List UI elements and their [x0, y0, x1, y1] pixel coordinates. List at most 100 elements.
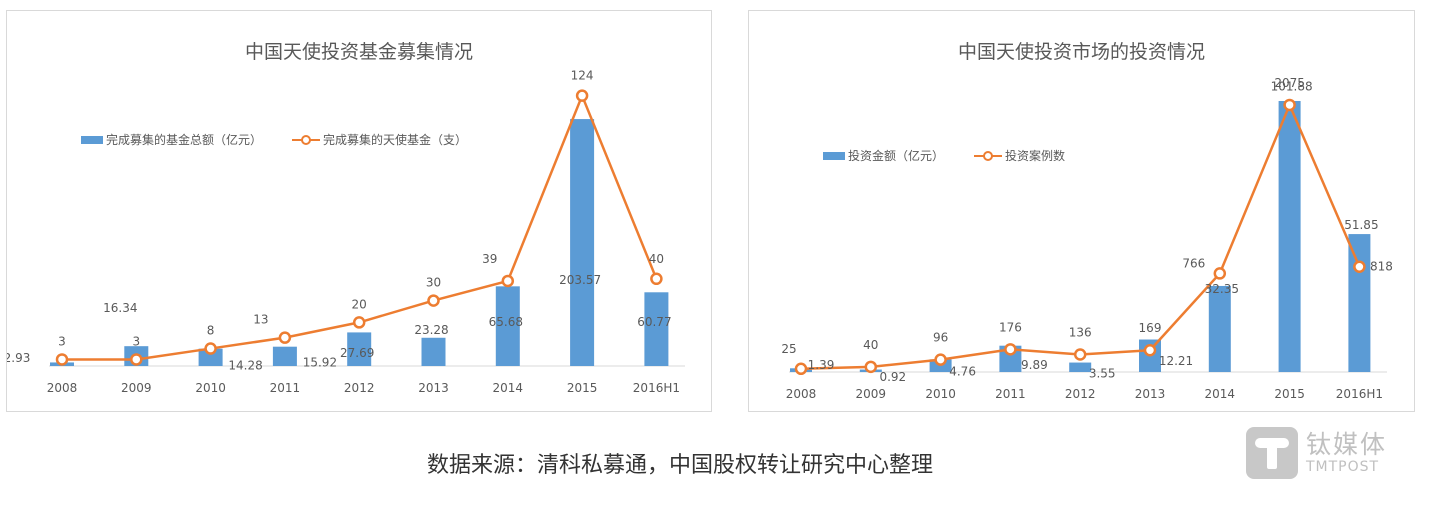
x-tick-label: 2008 — [47, 381, 78, 395]
line-marker — [934, 353, 947, 366]
line-marker — [130, 353, 143, 366]
line-data-label: 136 — [1069, 325, 1092, 339]
line-data-label: 20 — [352, 297, 367, 311]
line-marker — [864, 360, 878, 374]
legend-item-line: 完成募集的天使基金（支） — [292, 131, 467, 148]
tmtpost-logo-icon — [1246, 427, 1298, 479]
bar-data-label: 15.92 — [303, 355, 337, 369]
x-tick-label: 2015 — [567, 381, 598, 395]
bar-data-label: 203.57 — [559, 273, 601, 287]
line-marker — [794, 362, 808, 376]
line-marker — [1143, 343, 1157, 357]
line-marker-icon — [974, 150, 1003, 162]
chart-plot-area: 2008 2009 2010 2011 2012 2013 2014 2015 2016H1 25… — [781, 76, 1393, 401]
line-data-label: 25 — [781, 342, 796, 356]
legend-label: 完成募集的天使基金（支） — [323, 133, 468, 147]
bar — [1278, 100, 1301, 372]
line-data-label: 176 — [999, 320, 1022, 334]
line-marker — [352, 316, 366, 329]
chart-legend: 完成募集的基金总额（亿元） 完成募集的天使基金（支） — [81, 131, 491, 148]
bar-data-label: 32.35 — [1205, 282, 1239, 296]
line-data-label: 40 — [649, 252, 664, 266]
bar-data-label: 0.92 — [879, 370, 906, 384]
chart-title: 中国天使投资市场的投资情况 — [957, 41, 1205, 63]
bar-swatch-icon — [823, 151, 845, 160]
line-marker — [55, 353, 69, 366]
bar — [1069, 362, 1092, 372]
line-marker — [1213, 267, 1227, 280]
line-marker — [427, 294, 440, 307]
chart-legend: 投资金额（亿元） 投资案例数 — [823, 147, 1089, 164]
legend-label: 完成募集的基金总额（亿元） — [106, 133, 263, 147]
bar-data-label: 3.55 — [1089, 366, 1116, 380]
line-data-label: 169 — [1139, 321, 1162, 335]
bar-data-label: 4.76 — [949, 365, 976, 379]
bar — [347, 332, 372, 366]
bar-data-label: 2.93 — [7, 351, 30, 365]
x-tick-label: 2009 — [121, 381, 152, 395]
line-data-label: 30 — [426, 276, 441, 290]
line-data-label: 766 — [1182, 256, 1205, 270]
line-marker — [1004, 343, 1017, 356]
x-tick-label: 2011 — [270, 381, 301, 395]
line-marker — [575, 89, 589, 102]
chart-title: 中国天使投资基金募集情况 — [244, 41, 473, 63]
line-data-label: 124 — [571, 69, 594, 83]
bar-data-label: 23.28 — [414, 323, 448, 337]
bar-swatch-icon — [81, 135, 103, 144]
bar-data-label: 60.77 — [637, 315, 671, 329]
bar — [198, 348, 223, 366]
x-tick-label: 2010 — [195, 381, 226, 395]
tmtpost-logo: 钛媒体 TMTPOST — [1246, 427, 1387, 479]
line-marker — [278, 331, 292, 344]
legend-item-bar: 完成募集的基金总额（亿元） — [81, 131, 262, 148]
chart-panel-investment: 中国天使投资市场的投资情况 投资金额（亿元） 投资案例数 2008 2009 201… — [748, 10, 1415, 412]
bar-data-label: 12.21 — [1159, 354, 1193, 368]
line-marker — [501, 274, 515, 288]
bar-data-label: 1.39 — [808, 358, 835, 372]
x-tick-label: 2014 — [493, 381, 524, 395]
bar-data-label: 9.89 — [1021, 358, 1048, 372]
bar — [495, 286, 520, 366]
line-data-label: 2075 — [1274, 76, 1305, 90]
legend-item-line: 投资案例数 — [974, 147, 1065, 164]
legend-item-bar: 投资金额（亿元） — [823, 147, 944, 164]
data-source-caption: 数据来源：清科私募通，中国股权转让研究中心整理 — [427, 453, 934, 478]
x-tick-label: 2011 — [995, 387, 1026, 401]
x-tick-label: 2012 — [344, 381, 375, 395]
bar-data-label: 27.69 — [340, 346, 374, 360]
line-marker — [204, 342, 217, 355]
x-tick-label: 2013 — [1135, 387, 1166, 401]
bar — [272, 346, 297, 366]
x-tick-label: 2008 — [786, 387, 817, 401]
bar — [1348, 234, 1371, 372]
legend-label: 投资金额（亿元） — [848, 149, 945, 163]
bar — [1208, 285, 1231, 372]
x-tick-label: 2015 — [1274, 387, 1305, 401]
line-data-label: 818 — [1370, 260, 1393, 274]
line-data-label: 3 — [132, 334, 140, 348]
x-tick-label: 2010 — [925, 387, 956, 401]
bar-data-label: 51.85 — [1344, 218, 1378, 232]
bar-data-label: 14.28 — [228, 358, 262, 372]
line-data-label: 8 — [207, 324, 215, 338]
line-data-label: 13 — [253, 313, 268, 327]
bar-data-label: 101.88 — [1271, 79, 1313, 93]
logo-cn-text: 钛媒体 — [1306, 430, 1388, 459]
x-tick-label: 2014 — [1205, 387, 1236, 401]
bar — [644, 292, 669, 366]
x-tick-label: 2016H1 — [633, 381, 680, 395]
bar-data-label: 16.34 — [103, 301, 137, 315]
x-tick-label: 2013 — [418, 381, 449, 395]
line-data-label: 96 — [933, 331, 948, 345]
x-tick-label: 2016H1 — [1336, 387, 1383, 401]
legend-label: 投资案例数 — [1005, 149, 1066, 163]
line-marker — [650, 272, 663, 286]
x-tick-label: 2009 — [856, 387, 887, 401]
bar — [570, 119, 595, 367]
bar-data-label: 65.68 — [489, 315, 523, 329]
line-data-label: 40 — [863, 338, 878, 352]
logo-en-text: TMTPOST — [1306, 459, 1380, 475]
line-data-label: 39 — [482, 252, 497, 266]
